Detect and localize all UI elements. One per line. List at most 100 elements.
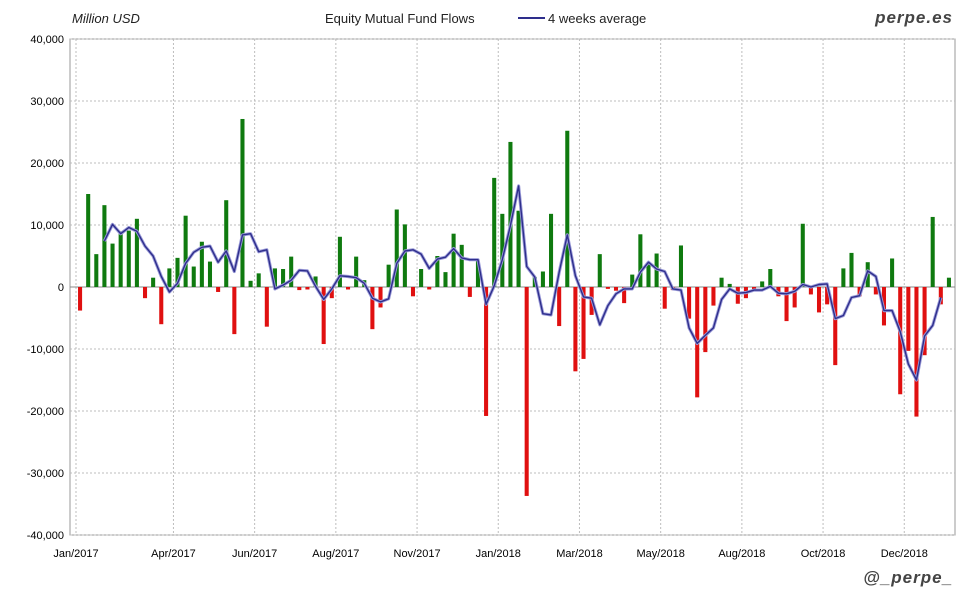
y-tick-label: 0 [58,282,64,294]
flow-bar [938,287,943,305]
flow-bar [272,268,277,287]
flow-bar [760,281,765,287]
y-tick-label: -10,000 [27,344,64,356]
flow-bar [402,224,407,287]
flow-bar [678,245,683,287]
flow-bar [849,252,854,287]
flow-bar [134,218,139,287]
flow-bar [167,268,172,287]
flow-bar [451,233,456,287]
flow-bar [207,261,213,287]
flow-bar [216,287,221,292]
flow-bar [151,277,156,287]
flow-bar [800,223,805,287]
x-tick-label: Aug/2018 [718,548,765,560]
flow-bar [386,264,391,287]
flow-bar [524,287,529,496]
flow-bar [662,287,667,309]
x-tick-label: May/2018 [637,548,685,560]
chart-title: Equity Mutual Fund Flows [325,11,475,26]
flow-bar [930,216,935,287]
x-tick-label: Aug/2017 [312,548,359,560]
flow-bar [297,287,302,291]
flow-bar [94,254,99,287]
x-tick-label: Jan/2018 [476,548,521,560]
flow-bar [321,287,326,345]
y-tick-label: 20,000 [30,158,64,170]
flow-bar [540,271,545,287]
flow-bar [646,262,651,287]
flow-bar [337,236,342,287]
flow-bar [86,194,91,287]
flow-bar [232,287,237,335]
grid [70,38,955,536]
flow-bar [410,287,416,297]
flow-bar [687,287,692,319]
flow-bar [735,287,740,304]
flow-bar [581,287,586,359]
flow-bar [630,274,635,287]
flow-bar [256,273,261,287]
flow-bar [183,215,188,287]
brand-label: perpe.es [874,8,953,27]
flow-bar [126,230,131,287]
flow-bar [370,287,375,330]
flow-bar [727,283,732,287]
flow-bar [118,231,123,287]
y-tick-label: 30,000 [30,96,64,108]
flow-bar [248,280,253,287]
flow-bar [443,272,448,287]
flow-bar [240,118,245,287]
flow-bar [841,268,846,287]
flow-bar [906,287,911,351]
flow-bar [597,254,602,287]
unit-label: Million USD [72,11,140,26]
y-axis: -40,000 -30,000 -20,000 -10,000 0 10,000 20,00… [27,34,64,542]
y-tick-label: -40,000 [27,530,64,542]
x-tick-label: Nov/2017 [394,548,441,560]
flow-bar [159,287,164,325]
flow-bar [914,287,919,417]
flow-bar [890,258,895,287]
flow-bar [719,277,724,287]
flow-bar [313,276,318,287]
flow-bar [329,287,334,299]
flow-bar [816,287,822,313]
flow-bar [825,287,830,305]
y-tick-label: 40,000 [30,34,64,46]
x-tick-label: Oct/2018 [801,548,846,560]
legend-label: 4 weeks average [548,11,646,26]
flow-bar [346,287,351,290]
flow-bar [557,287,562,327]
x-tick-label: Mar/2018 [556,548,602,560]
x-tick-label: Jan/2017 [53,548,98,560]
flow-bar [638,234,643,287]
flow-bar [394,209,399,287]
y-tick-label: -20,000 [27,406,64,418]
flow-bar [224,200,229,287]
flow-bar [281,269,286,287]
flow-bar [711,287,716,306]
flow-bar [622,287,627,304]
handle-label: @_perpe_ [863,568,953,587]
flow-bar [768,269,773,287]
flow-bar [873,287,878,295]
x-tick-label: Apr/2017 [151,548,196,560]
flow-bar [492,177,497,287]
flow-bar [354,256,359,287]
flow-bar [784,287,789,322]
flow-bar [549,213,554,287]
flow-bar [508,141,513,287]
flow-bar [378,287,383,308]
flow-bar [175,257,180,287]
y-tick-label: -30,000 [27,468,64,480]
x-axis: Jan/2017 Apr/2017 Jun/2017 Aug/2017 Nov/2017… [53,548,927,560]
flow-bar [808,287,813,295]
flow-bar [419,269,424,287]
y-tick-label: 10,000 [30,220,64,232]
flow-bar [435,256,440,287]
bar-series [78,118,951,496]
x-tick-label: Jun/2017 [232,548,277,560]
flow-bar [922,287,927,356]
